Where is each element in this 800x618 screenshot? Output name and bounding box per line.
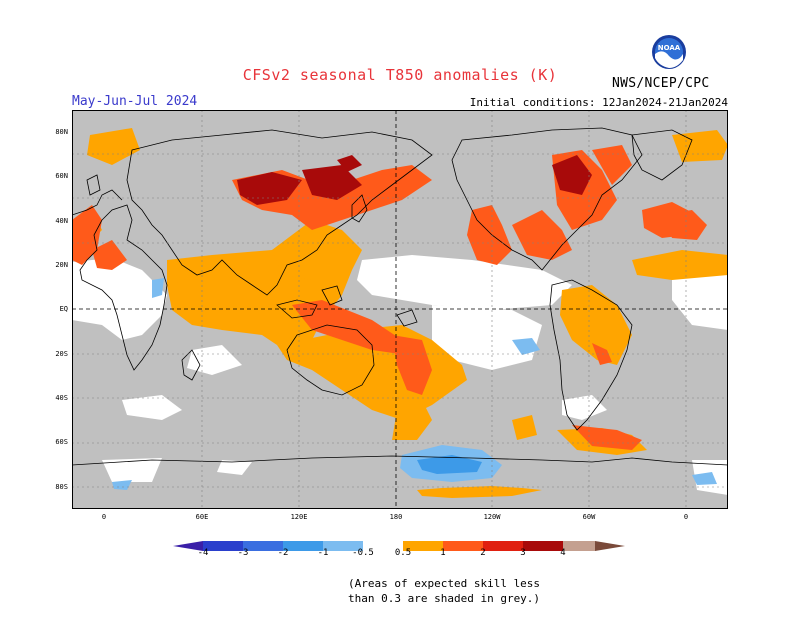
footnote-line-1: (Areas of expected skill less	[348, 577, 541, 590]
legend-swatch-05-1	[403, 541, 443, 551]
season-label: May-Jun-Jul 2024	[72, 94, 198, 109]
cold-anomaly-areas	[112, 278, 717, 490]
legend-label: -0.5	[352, 548, 374, 558]
lon-label-180: 180	[389, 513, 403, 521]
lat-label-60s: 60S	[55, 438, 68, 446]
warm-anomaly-2-3	[237, 155, 592, 205]
lat-label-40s: 40S	[55, 394, 68, 402]
legend-label: 4	[560, 548, 566, 558]
graticule	[72, 110, 728, 509]
lat-label-60n: 60N	[55, 172, 68, 180]
legend-swatch-3-2	[243, 541, 283, 551]
agency-label: NWS/NCEP/CPC	[612, 76, 710, 91]
legend-label: -2	[277, 548, 289, 558]
legend-swatch-1-2	[443, 541, 483, 551]
legend-swatch-1-05	[323, 541, 363, 551]
legend-swatch-4-5	[563, 541, 595, 551]
legend-label: -4	[197, 548, 209, 558]
legend-swatch-4-3	[203, 541, 243, 551]
lon-label-120e: 120E	[290, 513, 308, 521]
legend-swatch-2-1	[283, 541, 323, 551]
legend-swatch-neutral	[363, 541, 403, 551]
lat-label-20s: 20S	[55, 350, 68, 358]
map-svg	[71, 110, 729, 509]
legend-swatch-3-4	[523, 541, 563, 551]
legend-label: 2	[480, 548, 486, 558]
coastlines	[71, 127, 729, 466]
lat-label-eq: EQ	[59, 305, 68, 313]
lon-label-60w: 60W	[582, 513, 596, 521]
legend-swatch-lt-4	[173, 541, 203, 551]
legend-label: 3	[520, 548, 526, 558]
initial-conditions-label: Initial conditions: 12Jan2024-21Jan2024	[469, 96, 728, 109]
lat-label-80s: 80S	[55, 483, 68, 491]
color-legend	[173, 536, 625, 551]
legend-swatch-2-3	[483, 541, 523, 551]
lon-label-120w: 120W	[483, 513, 501, 521]
lat-label-40n: 40N	[55, 217, 68, 225]
logo-text: NOAA	[658, 44, 681, 52]
lat-label-20n: 20N	[55, 261, 68, 269]
legend-label: 1	[440, 548, 446, 558]
legend-swatch-gt-5	[595, 541, 625, 551]
legend-label: 0.5	[394, 548, 412, 558]
noaa-logo: NOAA	[651, 34, 687, 70]
chart-title: CFSv2 seasonal T850 anomalies (K)	[242, 66, 558, 84]
legend-label: -3	[237, 548, 249, 558]
legend-label: -1	[317, 548, 329, 558]
map-frame	[72, 110, 728, 509]
lon-label-60e: 60E	[195, 513, 209, 521]
skill-footnote: (Areas of expected skill less than 0.3 a…	[348, 576, 540, 606]
anomaly-map	[71, 110, 729, 509]
footnote-line-2: than 0.3 are shaded in grey.)	[348, 592, 541, 605]
lon-label-0-east: 0	[683, 513, 689, 521]
lat-label-80n: 80N	[55, 128, 68, 136]
lon-label-0: 0	[101, 513, 107, 521]
